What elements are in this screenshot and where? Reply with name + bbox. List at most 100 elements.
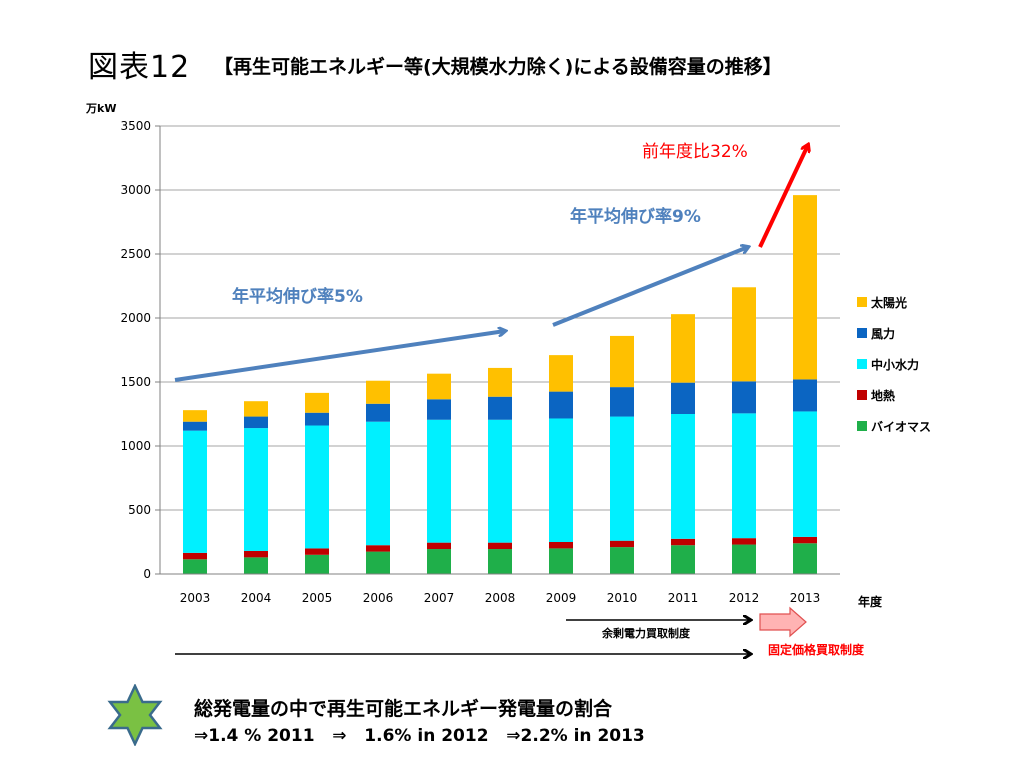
bar-segment xyxy=(671,382,695,414)
bar-segment xyxy=(366,551,390,574)
legend-label: 太陽光 xyxy=(871,295,908,310)
bar-segment xyxy=(183,421,207,431)
annotation-label: 前年度比32% xyxy=(642,142,748,162)
bar-segment xyxy=(793,379,817,412)
bar-segment xyxy=(732,544,756,574)
bar-segment xyxy=(549,548,573,574)
bar-segment xyxy=(244,428,268,551)
bar-segment xyxy=(183,430,207,553)
trend-arrow-32pct xyxy=(758,145,808,248)
y-tick-label: 2500 xyxy=(120,247,151,261)
x-tick-label: 2005 xyxy=(302,591,333,605)
bar-segment xyxy=(732,538,756,545)
bar-segment xyxy=(366,403,390,422)
bar-segment xyxy=(305,392,329,413)
fit-block-arrow xyxy=(759,606,807,638)
bar-segment xyxy=(183,410,207,422)
bar-segment xyxy=(427,373,451,400)
bar-segment xyxy=(244,401,268,417)
bar-segment xyxy=(427,399,451,420)
bar-segment xyxy=(549,355,573,392)
legend-swatch xyxy=(857,390,867,400)
bar-segment xyxy=(671,314,695,383)
bar-segment xyxy=(610,547,634,574)
bar-segment xyxy=(305,554,329,574)
bar-segment xyxy=(427,549,451,574)
bar-segment xyxy=(793,195,817,380)
x-tick-label: 2010 xyxy=(607,591,638,605)
bar-segment xyxy=(488,396,512,420)
figure-title: 【再生可能エネルギー等(大規模水力除く)による設備容量の推移】 xyxy=(214,56,782,78)
bar-segment xyxy=(549,542,573,549)
bar-segment xyxy=(488,419,512,543)
x-tick-label: 2007 xyxy=(424,591,455,605)
bar-segment xyxy=(244,550,268,558)
bar-segment xyxy=(488,542,512,550)
x-tick-label: 2011 xyxy=(668,591,699,605)
summary-share-values: ⇒1.4 % 2011 ⇒ 1.6% in 2012 ⇒2.2% in 2013 xyxy=(194,726,645,746)
legend-item: 地熱 xyxy=(857,384,931,406)
bar-segment xyxy=(366,545,390,552)
x-tick-label: 2012 xyxy=(729,591,760,605)
summary-share-title: 総発電量の中で再生可能エネルギー発電量の割合 xyxy=(194,698,613,720)
y-tick-label: 0 xyxy=(143,567,151,581)
legend-swatch xyxy=(857,359,867,369)
bar-segment xyxy=(732,287,756,382)
bar-segment xyxy=(244,557,268,574)
x-tick-label: 2008 xyxy=(485,591,516,605)
bar-segment xyxy=(549,418,573,542)
trend-arrow-5pct xyxy=(174,331,505,382)
bar-segment xyxy=(610,540,634,548)
figure-number: 図表12 xyxy=(88,50,191,85)
x-tick-label: 2013 xyxy=(790,591,821,605)
y-tick-label: 500 xyxy=(128,503,151,517)
legend-swatch xyxy=(857,421,867,431)
legend-label: バイオマス xyxy=(871,419,932,434)
bar-segment xyxy=(671,414,695,539)
six-point-star-icon xyxy=(104,683,166,747)
bar-segment xyxy=(793,543,817,574)
x-tick-label: 2003 xyxy=(180,591,211,605)
chart-legend: 太陽光風力中小水力地熱バイオマス xyxy=(857,291,931,446)
y-tick-label: 1000 xyxy=(120,439,151,453)
bar-segment xyxy=(732,381,756,414)
legend-label: 地熱 xyxy=(871,388,896,403)
x-axis-label: 年度 xyxy=(858,594,883,609)
bar-segment xyxy=(610,335,634,388)
bar-segment xyxy=(427,542,451,550)
y-tick-label: 3500 xyxy=(120,119,151,133)
bar-segment xyxy=(366,421,390,546)
bar-segment xyxy=(305,412,329,426)
bar-segment xyxy=(732,413,756,539)
bar-segment xyxy=(610,387,634,417)
x-tick-label: 2009 xyxy=(546,591,577,605)
bar-segment xyxy=(549,391,573,419)
legend-swatch xyxy=(857,297,867,307)
bar-segment xyxy=(305,548,329,555)
bar-segment xyxy=(610,416,634,541)
bar-segment xyxy=(305,425,329,549)
y-unit-label: 万kW xyxy=(85,102,116,115)
bar-segment xyxy=(793,536,817,544)
annotation-label: 固定価格買取制度 xyxy=(768,642,865,657)
bar-segment xyxy=(183,552,207,560)
bar-segment xyxy=(488,549,512,574)
y-tick-label: 3000 xyxy=(120,183,151,197)
annotation-label: 年平均伸び率5% xyxy=(232,286,363,307)
x-tick-label: 2004 xyxy=(241,591,272,605)
bar-segment xyxy=(793,411,817,537)
legend-swatch xyxy=(857,328,867,338)
annotation-label: 年平均伸び率9% xyxy=(570,206,701,227)
annotation-label: 余剰電力買取制度 xyxy=(601,626,691,640)
legend-item: バイオマス xyxy=(857,415,931,437)
legend-label: 風力 xyxy=(871,326,896,341)
legend-label: 中小水力 xyxy=(871,357,920,372)
capacity-chart: 0 500 1000 1500 2000 2500 3000 3500 万kW 2003 2004 2… xyxy=(85,102,883,680)
legend-item: 中小水力 xyxy=(857,353,931,375)
bar-segment xyxy=(671,545,695,574)
x-tick-label: 2006 xyxy=(363,591,394,605)
y-tick-label: 2000 xyxy=(120,311,151,325)
bar-segment xyxy=(366,380,390,404)
bar-segment xyxy=(427,419,451,543)
bar-segment xyxy=(183,559,207,574)
